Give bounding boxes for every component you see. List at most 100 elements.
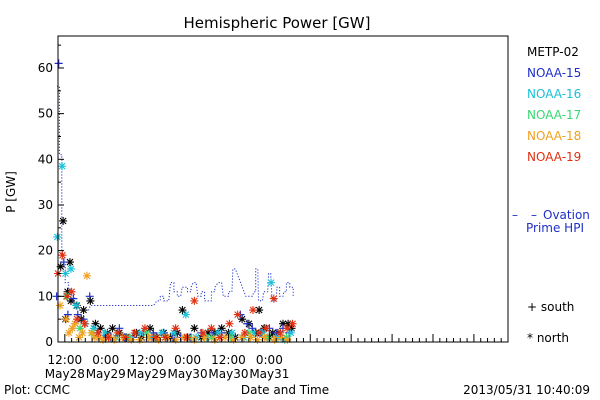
data-point-north: [59, 216, 68, 225]
data-point-north: [61, 269, 70, 278]
data-point-north: [68, 324, 77, 333]
data-point-north: [249, 306, 257, 315]
x-tick-label: 0:00: [92, 353, 119, 367]
legend-item-noaa-16: NOAA-16: [527, 87, 581, 101]
x-tick-label: 12:00: [48, 353, 83, 367]
series-noaa-19: [54, 251, 297, 342]
data-point-north: [255, 306, 264, 315]
data-point-north: [127, 335, 136, 344]
data-point-south: [85, 292, 94, 301]
x-tick-label: 0:00: [256, 353, 283, 367]
data-point-north: [269, 294, 278, 303]
data-point-south: [243, 319, 252, 328]
legend: METP-02 NOAA-15 NOAA-16 NOAA-17 NOAA-18 NOAA-…: [527, 45, 581, 164]
data-point-north: [78, 328, 87, 337]
data-point-north: [238, 315, 247, 324]
data-point-north: [181, 310, 190, 319]
data-point-north: [217, 324, 226, 333]
data-point-north: [246, 333, 255, 342]
data-point-north: [58, 251, 67, 260]
plot-layer: [52, 59, 297, 344]
data-point-north: [76, 324, 85, 333]
data-point-north: [233, 310, 242, 319]
data-point-north: [169, 328, 178, 337]
data-point-north: [80, 319, 89, 328]
data-point-north: [87, 328, 96, 337]
data-point-north: [130, 328, 139, 337]
data-point-north: [171, 335, 180, 344]
data-point-north: [277, 333, 286, 342]
data-point-north: [66, 296, 75, 305]
data-point-north: [113, 328, 122, 337]
data-point-north: [288, 319, 297, 328]
data-point-north: [79, 306, 88, 315]
data-point-north: [146, 324, 155, 333]
data-point-north: [91, 319, 100, 328]
data-point-north: [63, 287, 72, 296]
data-point-north: [255, 328, 264, 337]
data-point-north: [140, 324, 149, 333]
data-point-north: [110, 335, 119, 344]
data-point-north: [283, 335, 292, 344]
data-point-north: [279, 319, 287, 328]
data-point-north: [261, 324, 270, 333]
legend-item-noaa-19: NOAA-19: [527, 150, 581, 164]
data-point-north: [207, 324, 216, 333]
data-point-north: [75, 333, 84, 342]
data-point-north: [171, 324, 180, 333]
ovation-legend-label: Ovation: [543, 208, 590, 222]
data-point-north: [287, 324, 296, 333]
y-axis-label: P [GW]: [4, 171, 18, 213]
legend-item-noaa-18: NOAA-18: [527, 129, 581, 143]
data-point-north: [67, 287, 76, 296]
data-point-north: [108, 324, 117, 333]
data-point-south: [59, 258, 68, 267]
data-point-north: [154, 335, 163, 344]
data-point-north: [282, 333, 291, 342]
x-tick-date-label: May28: [45, 367, 85, 381]
y-tick-label: 10: [38, 289, 53, 303]
data-point-north: [253, 335, 262, 344]
data-point-south: [69, 294, 78, 303]
data-point-north: [238, 333, 247, 342]
data-point-north: [56, 262, 65, 271]
data-point-north: [207, 333, 216, 342]
data-point-north: [198, 328, 207, 337]
data-point-north: [267, 278, 276, 287]
y-tick-label: 30: [38, 198, 53, 212]
y-tick-label: 0: [45, 335, 53, 349]
x-axis-label: Date and Time: [241, 383, 329, 397]
y-tick-label: 40: [38, 152, 53, 166]
data-point-north: [104, 333, 113, 342]
legend-item-noaa-17: NOAA-17: [527, 108, 581, 122]
y-tick-label: 20: [38, 244, 53, 258]
data-point-north: [73, 315, 82, 324]
data-point-north: [240, 328, 249, 337]
data-point-north: [225, 319, 234, 328]
data-point-north: [227, 328, 236, 337]
data-point-north: [71, 319, 80, 328]
data-point-north: [82, 271, 91, 280]
data-point-north: [99, 335, 107, 344]
data-point-north: [72, 301, 81, 310]
x-tick-label: 12:00: [211, 353, 246, 367]
x-tick-label: 0:00: [174, 353, 201, 367]
data-point-north: [226, 333, 235, 342]
north-marker-note: * north: [527, 331, 569, 345]
data-point-north: [178, 306, 187, 315]
x-tick-label: 12:00: [129, 353, 164, 367]
data-point-north: [190, 324, 199, 333]
data-point-north: [221, 333, 230, 342]
data-point-north: [63, 292, 72, 301]
data-point-north: [182, 333, 191, 342]
series-noaa-18: [56, 271, 292, 344]
data-point-north: [161, 333, 170, 342]
data-point-north: [244, 328, 253, 337]
data-point-north: [286, 328, 295, 337]
data-point-south: [54, 59, 63, 68]
x-tick-date-label: May31: [249, 367, 289, 381]
ovation-legend-dash: –: [531, 208, 537, 222]
x-tick-date-label: May30: [168, 367, 208, 381]
y-tick-label: 60: [38, 61, 53, 75]
